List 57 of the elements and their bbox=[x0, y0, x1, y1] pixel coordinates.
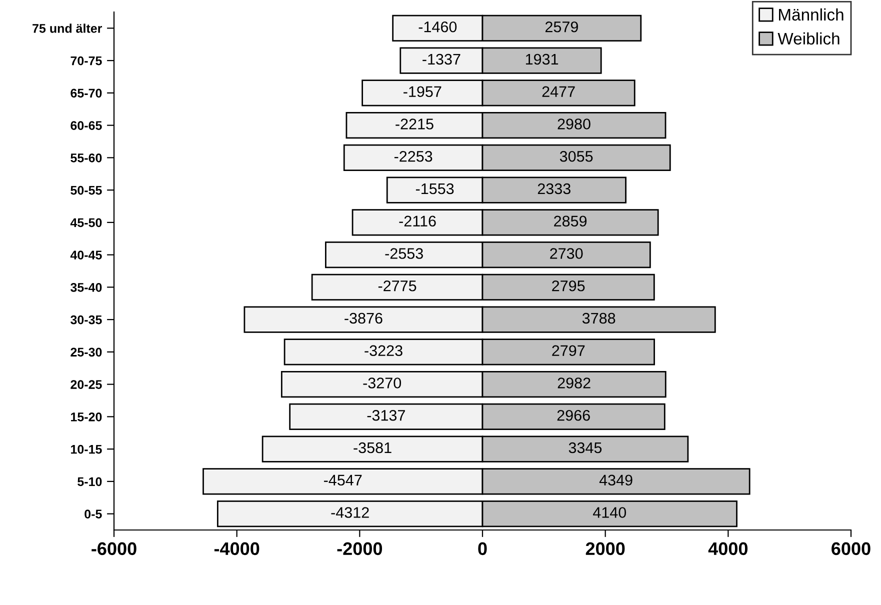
data-label: 3345 bbox=[568, 442, 602, 454]
legend-label: Weiblich bbox=[778, 32, 840, 45]
y-tick-label: 75 und älter bbox=[32, 24, 102, 33]
data-label: 2477 bbox=[542, 86, 575, 97]
x-tick-label: 0 bbox=[478, 542, 487, 556]
data-label: 2859 bbox=[554, 216, 587, 227]
data-label: 2795 bbox=[552, 280, 585, 292]
y-tick-label: 60-65 bbox=[70, 121, 102, 130]
y-tick-label: 0-5 bbox=[84, 510, 102, 518]
data-label: -3270 bbox=[363, 378, 402, 388]
y-tick-label: 70-75 bbox=[70, 56, 102, 66]
data-label: 4349 bbox=[599, 474, 632, 486]
x-tick-label: 2000 bbox=[586, 542, 625, 556]
data-label: 3788 bbox=[582, 312, 616, 324]
data-label: -2116 bbox=[399, 216, 436, 227]
data-label: 2579 bbox=[545, 21, 578, 32]
data-label: -2775 bbox=[378, 280, 416, 292]
data-label: -3876 bbox=[344, 312, 382, 324]
y-tick-label: 15-20 bbox=[71, 412, 102, 422]
data-label: 2982 bbox=[558, 378, 590, 388]
data-label: 4140 bbox=[592, 507, 626, 518]
data-label: -3137 bbox=[367, 410, 405, 421]
data-label: 1931 bbox=[526, 54, 558, 65]
legend-label: Männlich bbox=[779, 8, 844, 21]
data-label: -3581 bbox=[354, 442, 392, 454]
data-label: -1957 bbox=[404, 86, 442, 98]
x-tick-label: 4000 bbox=[708, 542, 748, 556]
x-tick-label: 6000 bbox=[832, 542, 870, 556]
data-label: -1460 bbox=[418, 21, 457, 32]
data-label: -1337 bbox=[422, 54, 460, 65]
y-tick-label: 25-30 bbox=[70, 348, 102, 357]
y-tick-label: 65-70 bbox=[70, 88, 102, 98]
y-tick-label: 40-45 bbox=[70, 250, 102, 260]
y-tick-label: 55-60 bbox=[70, 153, 102, 162]
y-tick-label: 5-10 bbox=[78, 477, 102, 486]
data-label: -4312 bbox=[331, 507, 369, 518]
y-tick-label: 35-40 bbox=[70, 282, 102, 292]
y-tick-label: 45-50 bbox=[70, 218, 102, 228]
data-label: 2980 bbox=[558, 118, 590, 130]
data-label: 2797 bbox=[552, 345, 585, 356]
x-tick-label: -4000 bbox=[214, 542, 260, 556]
data-label: -2253 bbox=[394, 150, 432, 162]
x-tick-label: -2000 bbox=[337, 542, 382, 556]
data-label: 2333 bbox=[538, 183, 570, 194]
data-label: -4547 bbox=[324, 474, 362, 486]
data-label: -1553 bbox=[416, 183, 454, 194]
y-tick-label: 30-35 bbox=[70, 315, 102, 324]
data-label: -2215 bbox=[396, 118, 434, 130]
data-label: -2553 bbox=[385, 248, 423, 259]
x-tick-label: -6000 bbox=[92, 542, 136, 556]
data-label: 2730 bbox=[550, 248, 583, 259]
y-tick-label: 10-15 bbox=[71, 444, 102, 454]
data-label: -3223 bbox=[364, 345, 402, 356]
data-label: 3055 bbox=[560, 150, 593, 162]
y-tick-label: 20-25 bbox=[70, 380, 102, 389]
y-tick-label: 50-55 bbox=[70, 186, 102, 195]
data-label: 2966 bbox=[557, 410, 590, 421]
